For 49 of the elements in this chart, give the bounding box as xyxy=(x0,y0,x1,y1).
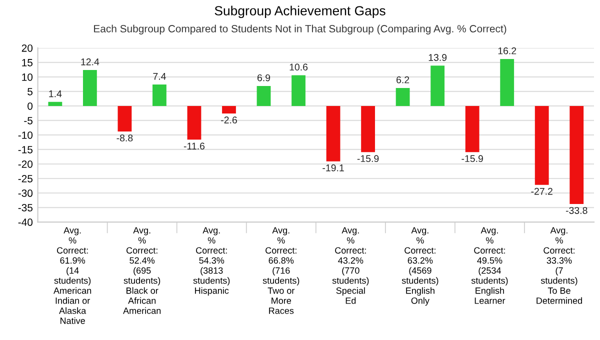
data-label: 10.6 xyxy=(290,64,308,71)
bar xyxy=(430,66,445,106)
x-tick-label: Avg. % Correct: 49.5% (2534 students) English Learner xyxy=(471,227,508,304)
y-tick-label: 10 xyxy=(22,73,33,81)
y-tick-label: -5 xyxy=(24,117,33,124)
y-tick-label: -40 xyxy=(18,218,33,226)
data-label: 1.4 xyxy=(49,90,62,98)
bar xyxy=(292,75,306,106)
bar xyxy=(152,84,166,106)
data-label: -19.1 xyxy=(322,164,344,172)
category-label: Avg. % Correct: 52.4% (695 students) Black or African American xyxy=(123,227,161,314)
data-label: -33.8 xyxy=(566,207,588,214)
y-tick-label: -20 xyxy=(18,160,33,168)
x-tick-label: Avg. % Correct: 33.3% (7 students) To Be Determined xyxy=(536,227,582,304)
y-tick-label: -25 xyxy=(18,175,33,182)
y-tick-label: -35 xyxy=(18,204,33,212)
category-label: Avg. % Correct: 61.9% (14 students) American Indian or Alaska Native xyxy=(54,227,92,324)
data-label: -2.6 xyxy=(221,116,237,124)
data-label: 7.4 xyxy=(153,73,166,80)
data-label: 12.4 xyxy=(81,58,100,66)
bar xyxy=(326,106,340,162)
data-label: 16.2 xyxy=(498,47,516,54)
data-label: 6.2 xyxy=(396,76,410,84)
y-tick-label: 15 xyxy=(22,59,33,66)
bar xyxy=(465,106,480,152)
bar xyxy=(500,58,514,106)
data-label: 6.9 xyxy=(257,74,270,82)
x-tick-label: Avg. % Correct: 43.2% (770 students) Special Ed xyxy=(332,227,369,304)
bar xyxy=(118,106,132,132)
data-label: -15.9 xyxy=(462,155,483,162)
bar xyxy=(82,70,97,106)
chart-title: Subgroup Achievement Gaps xyxy=(214,6,386,18)
data-label: -11.6 xyxy=(184,142,205,150)
y-tick-label: -10 xyxy=(18,131,33,139)
y-tick-label: 20 xyxy=(22,44,33,52)
y-tick-label: -15 xyxy=(18,146,33,154)
chart-subtitle: Each Subgroup Compared to Students Not in That Subgroup (Comparing Avg. % Correct) xyxy=(94,24,506,34)
y-tick-label: -30 xyxy=(18,190,33,197)
data-label: -27.2 xyxy=(531,188,552,195)
bar xyxy=(187,106,202,140)
data-label: 13.9 xyxy=(428,54,447,61)
data-label: -15.9 xyxy=(357,155,379,162)
x-tick-label: Avg. % Correct: 63.2% (4569 students) English Only xyxy=(402,227,438,306)
data-label: -8.8 xyxy=(116,134,133,142)
x-tick-label: Avg. % Correct: 54.3% (3813 students) Hispanic xyxy=(193,227,230,296)
y-tick-label: 0 xyxy=(28,102,33,110)
bar xyxy=(534,106,549,185)
category-label: Avg. % Correct: 66.8% (716 students) Two or More Races xyxy=(262,227,300,314)
y-tick-label: 5 xyxy=(28,88,33,96)
